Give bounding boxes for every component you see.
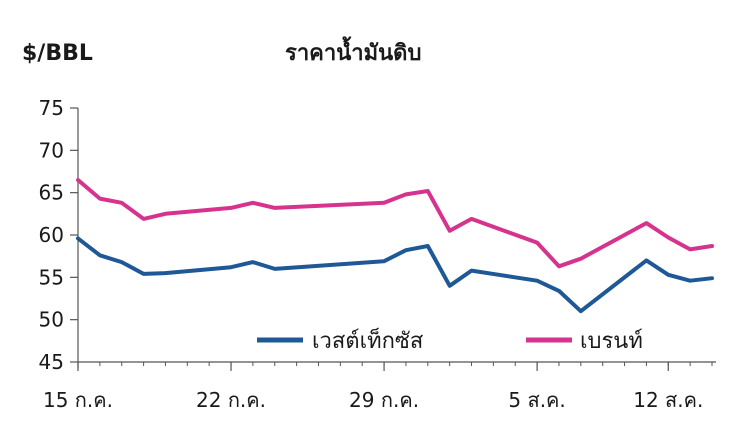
series-layer (76, 178, 714, 314)
data-point (120, 260, 124, 264)
data-point (120, 201, 124, 205)
y-tick-label: 50 (39, 308, 64, 332)
data-point (579, 257, 583, 261)
data-point (535, 241, 539, 245)
data-point (98, 253, 102, 257)
data-point (404, 248, 408, 252)
chart-title: ราคาน้ำมันดิบ (285, 36, 421, 66)
data-point (557, 289, 561, 293)
data-point (710, 244, 714, 248)
y-axis-unit-label: $/BBL (22, 41, 93, 66)
data-point (76, 236, 80, 240)
y-tick-label: 65 (39, 181, 64, 205)
data-point (229, 206, 233, 210)
data-point (710, 276, 714, 280)
data-point (163, 271, 167, 275)
data-point (448, 284, 452, 288)
data-point (76, 178, 80, 182)
data-point (688, 279, 692, 283)
x-tick-label: 22 ก.ค. (196, 388, 266, 412)
data-point (426, 244, 430, 248)
data-point (273, 206, 277, 210)
data-point (404, 192, 408, 196)
series-line-west-texas (76, 236, 714, 314)
data-point (535, 279, 539, 283)
x-tick-label: 5 ส.ค. (508, 388, 565, 412)
legend: เวสต์เท็กซัส เบรนท์ (257, 326, 643, 354)
data-point (688, 247, 692, 251)
data-point (229, 265, 233, 269)
data-point (644, 258, 648, 262)
data-point (382, 259, 386, 263)
series-line-brent (76, 178, 714, 269)
data-point (666, 273, 670, 277)
data-point (273, 267, 277, 271)
data-point (251, 201, 255, 205)
data-point (142, 272, 146, 276)
data-point (142, 217, 146, 221)
data-point (426, 189, 430, 193)
data-point (470, 269, 474, 273)
x-tick-label: 12 ส.ค. (633, 388, 703, 412)
y-tick-label: 45 (39, 350, 64, 374)
data-point (644, 221, 648, 225)
data-point (251, 260, 255, 264)
y-tick-label: 75 (39, 96, 64, 120)
data-point (382, 201, 386, 205)
data-point (470, 217, 474, 221)
data-point (666, 236, 670, 240)
y-tick-label: 55 (39, 265, 64, 289)
legend-label-brent: เบรนท์ (580, 329, 643, 354)
x-tick-label: 15 ก.ค. (43, 388, 113, 412)
y-tick-label: 60 (39, 223, 64, 247)
legend-label-west-texas: เวสต์เท็กซัส (312, 326, 424, 354)
data-point (579, 309, 583, 313)
data-point (557, 264, 561, 268)
data-point (98, 197, 102, 201)
y-tick-label: 70 (39, 138, 64, 162)
data-point (163, 212, 167, 216)
axes: 45 50 55 60 65 70 75 15 ก.ค. 22 ก.ค. 29 ก.ค. 5 ส.ค… (39, 96, 716, 412)
data-point (448, 229, 452, 233)
x-tick-label: 29 ก.ค. (349, 388, 419, 412)
